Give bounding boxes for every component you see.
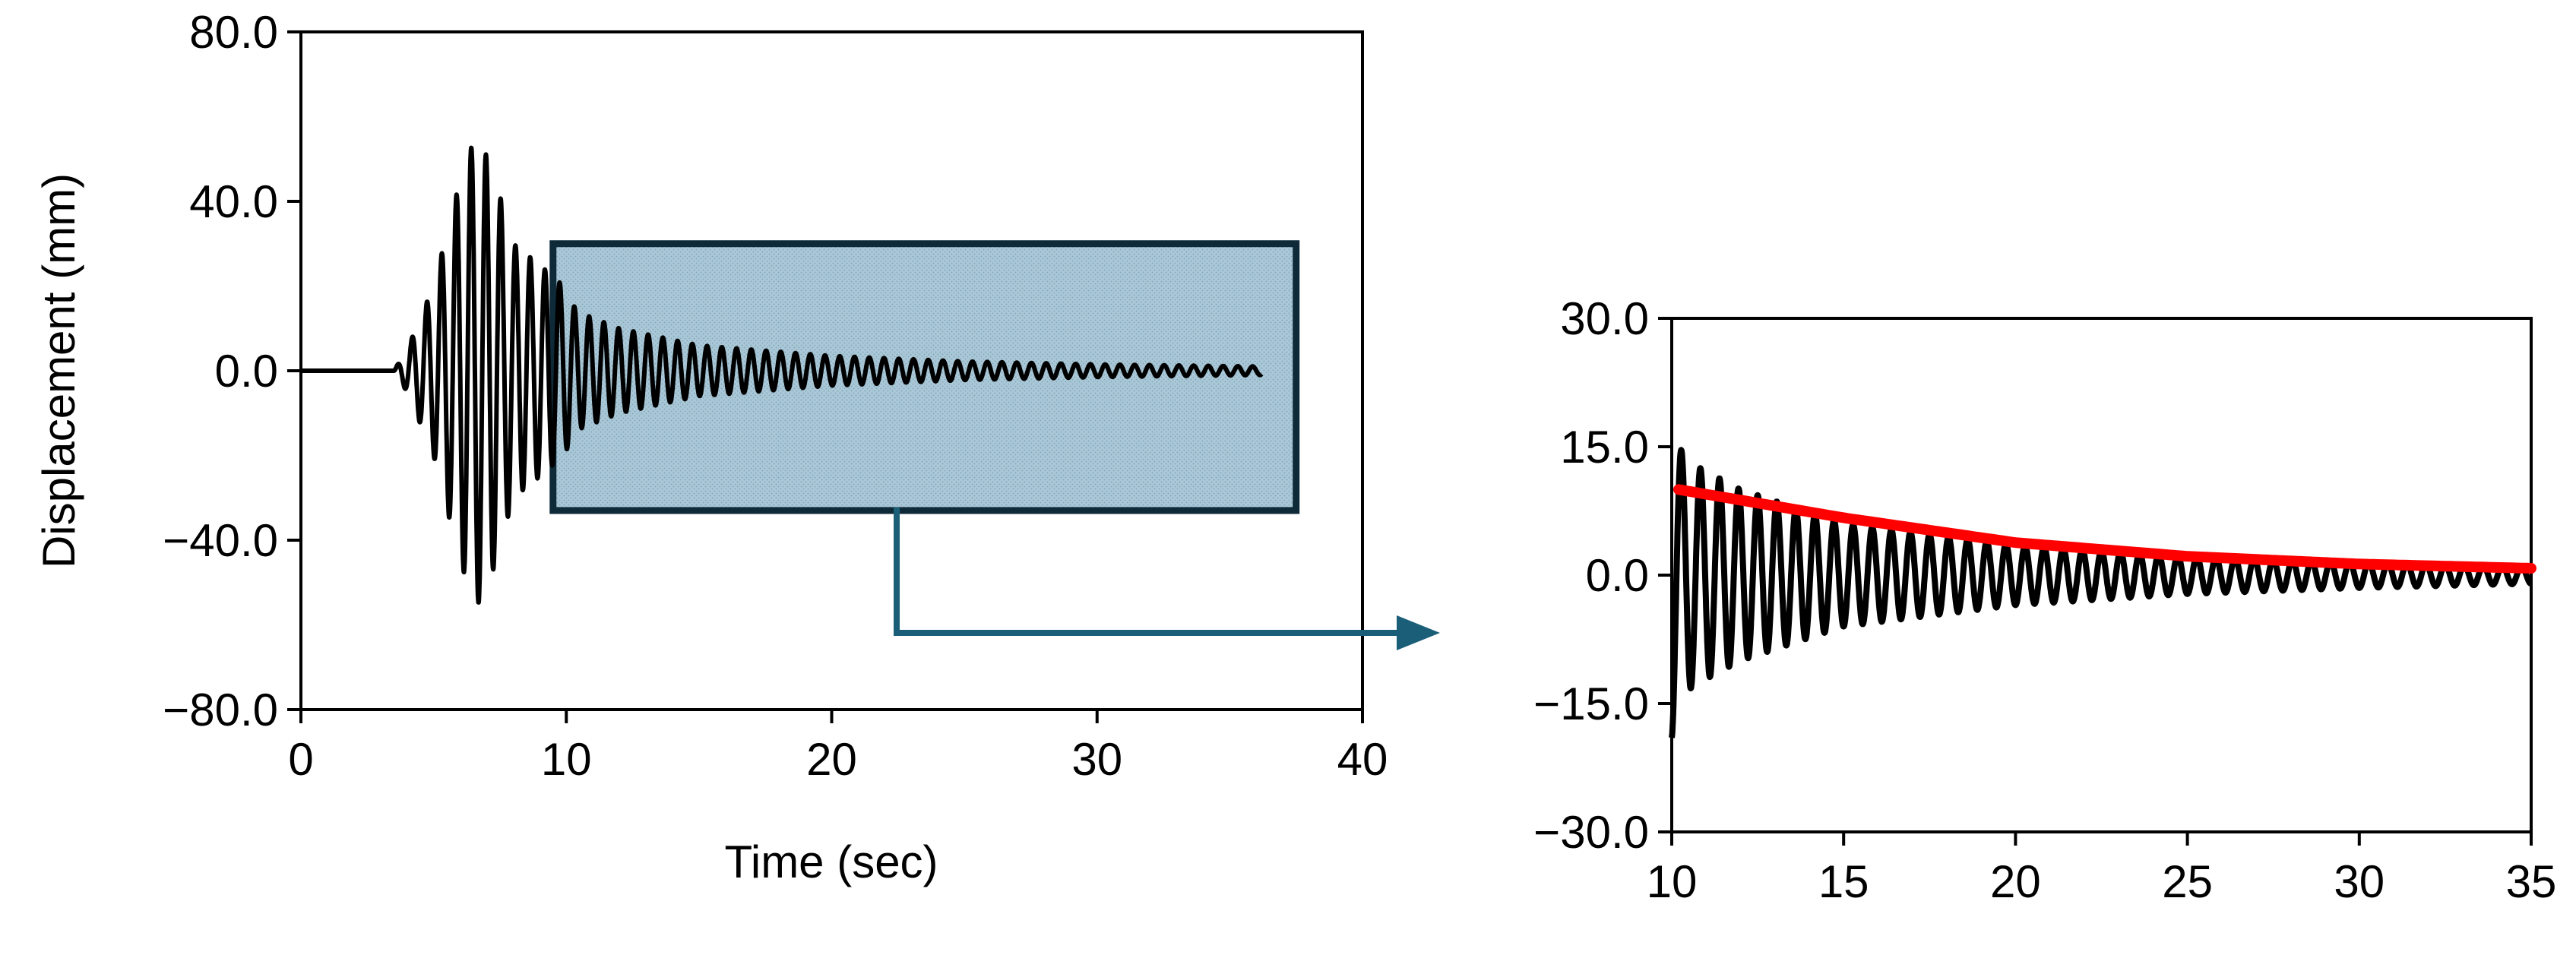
- right-x-tick-label: 30: [2334, 856, 2385, 907]
- zoom-arrow-head: [1397, 615, 1440, 650]
- zoom-arrow-line: [894, 508, 1397, 636]
- right-x-tick-label: 25: [2162, 856, 2213, 907]
- right-x-ticks: 10 15 20 25 30 35: [1647, 832, 2557, 907]
- right-chart: 30.0 15.0 0.0 −15.0 −30.0 10 15 20 25 30 35: [1533, 293, 2556, 907]
- right-series-line: [1669, 447, 2534, 739]
- left-x-tick-label: 30: [1071, 734, 1122, 785]
- right-y-tick-label: −30.0: [1533, 807, 1649, 858]
- right-y-tick-label: 30.0: [1560, 293, 1649, 344]
- right-y-tick-label: −15.0: [1533, 678, 1649, 729]
- left-x-tick-label: 10: [541, 734, 592, 785]
- right-x-tick-label: 15: [1818, 856, 1869, 907]
- left-chart: 80.0 40.0 0.0 −40.0 −80.0 0 10 20 30 40 Time (se…: [33, 7, 1388, 887]
- left-y-tick-label: −80.0: [163, 685, 278, 735]
- right-y-tick-label: 0.0: [1586, 550, 1649, 601]
- left-x-tick-label: 40: [1337, 734, 1388, 785]
- right-y-ticks: 30.0 15.0 0.0 −15.0 −30.0: [1533, 293, 1672, 858]
- right-x-tick-label: 35: [2506, 856, 2557, 907]
- right-x-tick-label: 10: [1647, 856, 1698, 907]
- left-y-axis-label: Displacement (mm): [33, 173, 84, 568]
- left-x-axis-label: Time (sec): [724, 836, 938, 887]
- right-fit-curve: [1673, 484, 2536, 574]
- left-y-tick-label: 40.0: [189, 176, 278, 227]
- left-x-tick-label: 20: [806, 734, 857, 785]
- right-x-tick-label: 20: [1990, 856, 2041, 907]
- left-series-line: [299, 145, 1264, 605]
- left-x-ticks: 0 10 20 30 40: [288, 710, 1388, 785]
- zoom-arrow: [894, 508, 1440, 650]
- left-x-tick-label: 0: [288, 734, 313, 785]
- left-y-tick-label: 80.0: [189, 7, 278, 58]
- left-y-ticks: 80.0 40.0 0.0 −40.0 −80.0: [163, 7, 301, 735]
- left-y-tick-label: 0.0: [215, 346, 278, 397]
- left-y-tick-label: −40.0: [163, 515, 278, 566]
- right-y-tick-label: 15.0: [1560, 422, 1649, 473]
